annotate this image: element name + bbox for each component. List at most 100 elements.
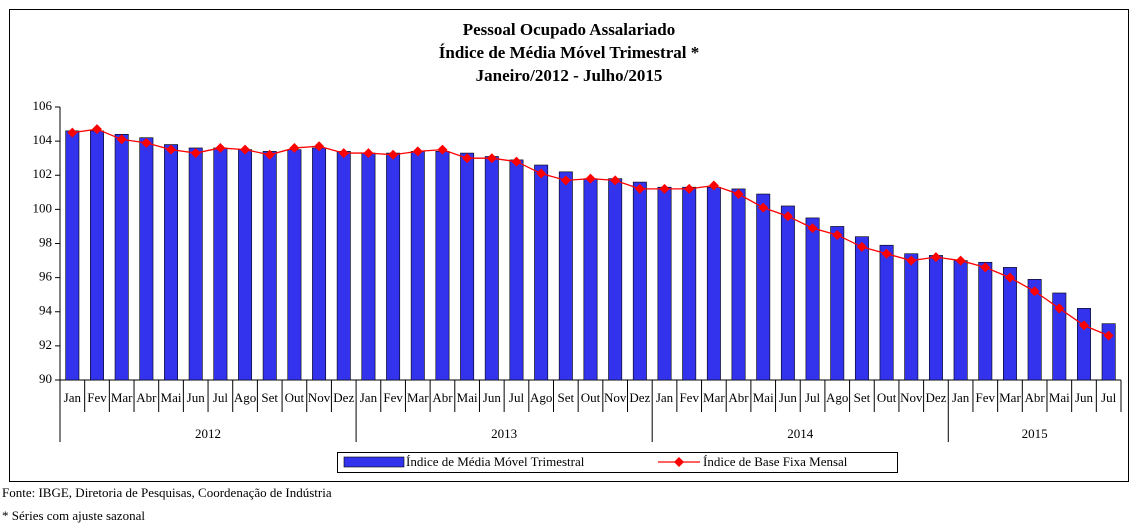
marker — [141, 137, 152, 148]
marker — [92, 124, 103, 135]
y-tick-label: 100 — [33, 200, 53, 215]
bar — [657, 186, 672, 381]
bar — [114, 134, 129, 381]
bar — [287, 149, 302, 381]
bar — [90, 130, 104, 381]
bar — [1052, 292, 1067, 381]
x-tick-label: Abr — [728, 390, 749, 405]
bar — [731, 188, 746, 381]
marker — [264, 149, 275, 160]
x-tick-label: Jun — [187, 390, 206, 405]
bar — [706, 186, 721, 381]
y-tick-label: 102 — [33, 166, 53, 181]
marker — [388, 149, 399, 160]
legend-swatch — [343, 456, 405, 468]
bar — [1003, 267, 1017, 381]
marker — [1103, 330, 1114, 341]
bar — [558, 171, 573, 381]
marker — [634, 183, 645, 194]
x-tick-label: Mar — [407, 390, 429, 405]
x-tick-label: Fev — [976, 390, 996, 405]
legend-label: Índice de Base Fixa Mensal — [703, 454, 848, 469]
bar — [386, 152, 401, 381]
x-tick-label: Mai — [753, 390, 774, 405]
marker — [856, 241, 867, 252]
marker — [610, 175, 621, 186]
x-tick-label: Dez — [333, 390, 354, 405]
marker — [930, 252, 941, 263]
bar — [213, 147, 228, 381]
x-tick-label: Fev — [383, 390, 403, 405]
marker — [955, 255, 966, 266]
x-tick-label: Jul — [509, 390, 525, 405]
marker — [314, 141, 325, 152]
x-tick-label: Jan — [952, 390, 970, 405]
marker — [684, 183, 695, 194]
marker — [240, 144, 251, 155]
x-tick-label: Jan — [656, 390, 674, 405]
bar — [608, 178, 623, 381]
marker — [412, 146, 423, 157]
year-label: 2012 — [195, 426, 221, 441]
x-tick-label: Abr — [136, 390, 157, 405]
marker — [289, 142, 300, 153]
x-tick-label: Abr — [1025, 390, 1046, 405]
marker — [116, 134, 127, 145]
x-tick-label: Jan — [64, 390, 82, 405]
marker — [363, 148, 374, 159]
marker — [585, 173, 596, 184]
x-tick-label: Set — [558, 390, 575, 405]
x-tick-label: Dez — [925, 390, 946, 405]
x-tick-label: Mai — [161, 390, 182, 405]
bar — [928, 255, 943, 381]
x-tick-label: Out — [581, 390, 601, 405]
x-tick-label: Nov — [308, 390, 331, 405]
year-label: 2013 — [491, 426, 517, 441]
x-tick-label: Mar — [111, 390, 133, 405]
legend-frame — [337, 452, 898, 473]
bar — [805, 217, 820, 381]
x-tick-label: Nov — [604, 390, 627, 405]
marker — [906, 255, 917, 266]
bar — [435, 151, 450, 381]
x-tick-label: Mar — [703, 390, 725, 405]
x-tick-label: Jul — [1101, 390, 1117, 405]
chart-title: Pessoal Ocupado Assalariado — [463, 20, 676, 39]
marker — [215, 142, 226, 153]
x-tick-label: Jun — [483, 390, 502, 405]
bar — [484, 156, 499, 381]
bar — [1101, 323, 1116, 381]
marker — [462, 153, 473, 164]
bar — [879, 244, 894, 381]
year-label: 2015 — [1022, 426, 1048, 441]
x-tick-label: Nov — [900, 390, 923, 405]
marker — [832, 229, 843, 240]
x-tick-label: Out — [877, 390, 897, 405]
bar — [780, 205, 795, 381]
y-tick-label: 96 — [39, 269, 53, 284]
x-tick-label: Jun — [1075, 390, 1094, 405]
y-tick-label: 104 — [33, 132, 53, 147]
marker — [758, 202, 769, 213]
legend-swatch — [674, 457, 684, 467]
x-tick-label: Jan — [360, 390, 378, 405]
x-tick-label: Out — [285, 390, 305, 405]
marker — [659, 183, 670, 194]
y-tick-label: 94 — [39, 303, 53, 318]
bar — [262, 151, 277, 381]
chart-title: Índice de Média Móvel Trimestral * — [439, 43, 699, 62]
bar — [65, 130, 80, 381]
x-tick-label: Dez — [629, 390, 650, 405]
x-tick-label: Set — [261, 390, 278, 405]
x-tick-label: Ago — [234, 390, 256, 405]
footer-note: Fonte: IBGE, Diretoria de Pesquisas, Coo… — [2, 485, 332, 500]
marker — [1029, 286, 1040, 297]
x-tick-label: Set — [854, 390, 871, 405]
legend-label: Índice de Média Móvel Trimestral — [406, 454, 585, 469]
chart-title: Janeiro/2012 - Julho/2015 — [476, 66, 663, 85]
marker — [1004, 272, 1015, 283]
bar — [460, 152, 475, 381]
year-label: 2014 — [787, 426, 814, 441]
marker — [190, 148, 201, 159]
